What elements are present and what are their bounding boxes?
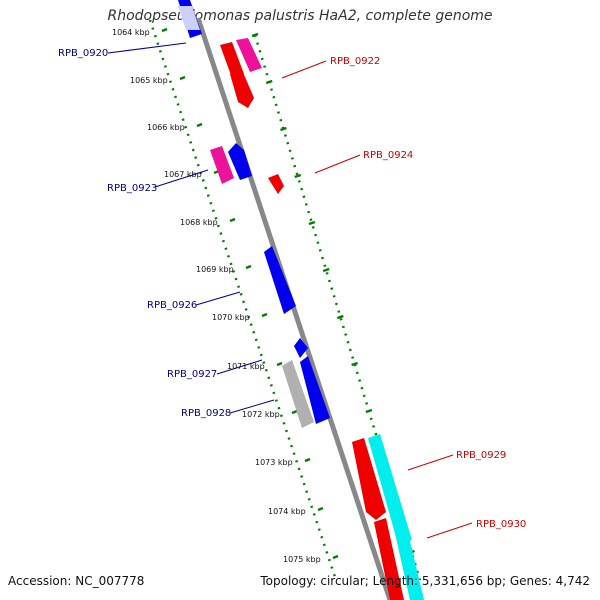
right-major-tick: [365, 408, 373, 414]
scale-label: 1073 kbp: [255, 458, 293, 467]
scale-label: 1071 kbp: [227, 362, 265, 371]
gene-gray[interactable]: [282, 360, 314, 428]
scale-label: 1069 kbp: [196, 265, 234, 274]
map-title: Rhodopseudomonas palustris HaA2, complet…: [107, 8, 493, 24]
gene-rpb-0926[interactable]: [264, 246, 296, 314]
gene-rpb-0930[interactable]: [374, 518, 404, 600]
gene-rpb-0930b[interactable]: [392, 516, 424, 600]
label-rpb-0923[interactable]: RPB_0923: [107, 183, 157, 194]
major-tick: [196, 122, 203, 128]
gene-rpb-0922b[interactable]: [230, 70, 254, 108]
scale-label: 1068 kbp: [180, 218, 218, 227]
right-major-tick: [294, 173, 302, 179]
genes: [178, 0, 424, 600]
scale-label: 1074 kbp: [268, 507, 306, 516]
gene-rpb-0924[interactable]: [268, 174, 284, 194]
accession-text: Accession: NC_007778: [8, 574, 145, 588]
major-tick: [276, 361, 283, 367]
scale-label: 1065 kbp: [130, 76, 168, 85]
major-tick: [304, 457, 311, 463]
label-rpb-0930[interactable]: RPB_0930: [476, 519, 526, 530]
label-rpb-0927[interactable]: RPB_0927: [167, 369, 217, 380]
scale-label: 1075 kbp: [283, 555, 321, 564]
scale-label: 1066 kbp: [147, 123, 185, 132]
label-rpb-0929[interactable]: RPB_0929: [456, 450, 506, 461]
major-tick: [245, 264, 252, 270]
major-tick: [179, 75, 186, 81]
gene-rpb-0921[interactable]: [220, 42, 244, 78]
gene-rpb-0923[interactable]: [210, 146, 234, 184]
scale-label: 1070 kbp: [212, 313, 250, 322]
scale-label: 1067 kbp: [164, 170, 202, 179]
major-tick: [317, 506, 324, 512]
major-tick: [161, 27, 168, 33]
major-ticks: [161, 27, 339, 560]
gene-rpb-0929b[interactable]: [368, 434, 412, 544]
label-rpb-0928[interactable]: RPB_0928: [181, 408, 231, 419]
scale-label: 1072 kbp: [242, 410, 280, 419]
label-rpb-0924[interactable]: RPB_0924: [363, 150, 413, 161]
right-major-tick: [251, 32, 259, 38]
label-rpb-0922[interactable]: RPB_0922: [330, 56, 380, 67]
gene-shade: [178, 6, 200, 30]
major-tick: [291, 409, 298, 415]
label-rpb-0926[interactable]: RPB_0926: [147, 300, 197, 311]
right-major-tick: [351, 361, 359, 367]
right-major-tick: [265, 79, 273, 85]
scale-labels: 1064 kbp 1065 kbp 1066 kbp 1067 kbp 1068 kbp…: [112, 28, 321, 564]
topology-text: Topology: circular; Length: 5,331,656 bp…: [260, 574, 590, 588]
major-tick: [229, 217, 236, 223]
gene-rpb-0928[interactable]: [300, 356, 330, 424]
gene-labels: RPB_0920 RPB_0922 RPB_0924 RPB_0923 RPB_…: [58, 42, 526, 539]
gene-rpb-0927[interactable]: [294, 338, 308, 358]
label-rpb-0920[interactable]: RPB_0920: [58, 48, 108, 59]
gene-rpb-0923b[interactable]: [228, 143, 252, 180]
right-major-tick: [336, 314, 344, 320]
major-tick: [332, 554, 339, 560]
gene-rpb-0922[interactable]: [236, 38, 262, 72]
right-major-tick: [322, 267, 330, 273]
right-major-tick: [280, 126, 287, 132]
scale-label: 1064 kbp: [112, 28, 150, 37]
genome-backbone: [195, 17, 393, 600]
gene-rpb-0929[interactable]: [352, 438, 386, 520]
right-major-tick: [308, 220, 316, 226]
major-tick: [261, 312, 268, 318]
